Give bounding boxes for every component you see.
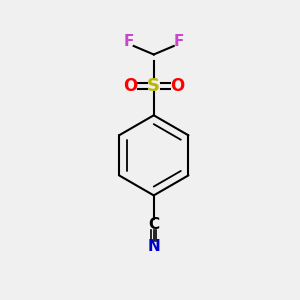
- Text: F: F: [173, 34, 184, 49]
- Text: C: C: [148, 217, 159, 232]
- Text: O: O: [124, 77, 138, 95]
- Text: O: O: [170, 77, 184, 95]
- Text: F: F: [124, 34, 134, 49]
- Text: N: N: [147, 239, 160, 254]
- Text: S: S: [147, 77, 160, 95]
